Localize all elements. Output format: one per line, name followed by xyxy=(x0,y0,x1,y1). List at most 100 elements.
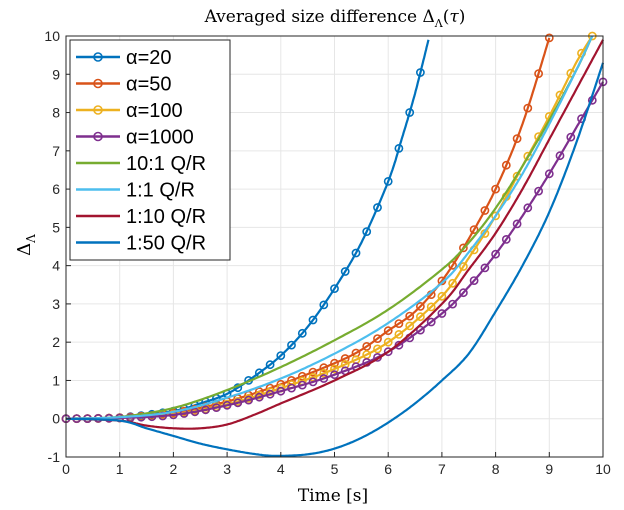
data-point xyxy=(222,400,232,410)
x-tick-label: 5 xyxy=(331,461,339,477)
legend-label: α=50 xyxy=(126,74,172,96)
y-tick-label: -1 xyxy=(48,449,61,465)
legend-label: 1:1 Q/R xyxy=(126,180,195,202)
data-point xyxy=(233,398,243,408)
legend-label: 1:50 Q/R xyxy=(126,233,206,255)
data-point xyxy=(340,354,350,363)
data-point xyxy=(501,234,511,244)
data-point xyxy=(330,358,339,368)
series-line xyxy=(66,35,594,420)
x-tick-label: 10 xyxy=(595,461,611,477)
data-point xyxy=(448,299,457,309)
data-point xyxy=(265,389,275,399)
data-point xyxy=(458,262,468,271)
data-point xyxy=(394,143,404,153)
legend-item: α=50 xyxy=(76,74,172,96)
legend-item: α=20 xyxy=(76,47,172,69)
data-point xyxy=(415,312,425,322)
legend-marker xyxy=(93,131,103,142)
data-point xyxy=(523,103,533,113)
data-point xyxy=(287,340,296,350)
legend-item: 10:1 Q/R xyxy=(76,153,206,175)
series-layer xyxy=(61,31,608,457)
data-point xyxy=(287,383,296,393)
data-point xyxy=(330,370,339,380)
data-point xyxy=(297,328,307,338)
y-tick-label: 6 xyxy=(52,181,60,197)
y-tick-label: 4 xyxy=(52,258,60,274)
data-point xyxy=(480,263,490,273)
data-point xyxy=(448,260,457,270)
data-point xyxy=(405,108,415,117)
data-point xyxy=(362,341,372,351)
data-point xyxy=(448,278,457,288)
data-point xyxy=(319,363,329,373)
data-point xyxy=(480,206,490,215)
data-point xyxy=(330,284,339,293)
data-point xyxy=(340,267,350,276)
legend: α=20 α=50 α=100 α=1000 10:1 Q/R 1:1 Q/R 1:10 Q… xyxy=(69,39,231,261)
data-point xyxy=(351,248,361,258)
data-point xyxy=(297,380,307,390)
data-point xyxy=(383,176,393,186)
y-tick-label: 5 xyxy=(52,219,60,235)
data-point xyxy=(458,243,468,253)
data-point xyxy=(319,300,329,310)
data-point xyxy=(415,325,425,335)
data-point xyxy=(426,302,436,312)
data-point xyxy=(373,344,382,354)
legend-marker xyxy=(93,52,103,62)
data-point xyxy=(405,321,415,331)
y-tick-label: 8 xyxy=(52,105,60,121)
legend-item: 1:10 Q/R xyxy=(76,206,206,228)
data-point xyxy=(308,377,318,387)
data-point xyxy=(512,134,522,143)
data-point xyxy=(340,359,350,369)
x-axis-label: Time [s] xyxy=(298,486,368,506)
data-point xyxy=(566,132,576,142)
series-7 xyxy=(65,39,604,430)
series-5 xyxy=(66,35,594,420)
data-point xyxy=(244,395,253,405)
data-point xyxy=(373,334,382,343)
data-point xyxy=(330,364,339,374)
y-tick-label: 0 xyxy=(52,411,60,427)
data-point xyxy=(373,203,382,212)
series-line xyxy=(66,35,594,420)
legend-label: α=20 xyxy=(126,47,172,69)
data-point xyxy=(211,403,221,412)
data-point xyxy=(362,227,372,236)
series-8 xyxy=(65,62,605,457)
data-point xyxy=(534,186,543,196)
legend-marker xyxy=(93,105,103,115)
x-tick-label: 2 xyxy=(170,461,178,477)
y-axis-label: ΔΛ xyxy=(14,234,38,256)
data-point xyxy=(383,326,393,336)
data-point xyxy=(394,319,404,328)
legend-label: α=1000 xyxy=(126,127,194,149)
legend-box xyxy=(69,39,231,261)
data-point xyxy=(534,69,543,78)
data-point xyxy=(276,351,286,360)
data-point xyxy=(201,405,210,415)
data-point xyxy=(319,368,329,378)
data-point xyxy=(383,347,393,357)
series-line xyxy=(65,39,604,430)
legend-label: α=100 xyxy=(126,100,183,122)
data-point xyxy=(394,329,404,339)
legend-label: 10:1 Q/R xyxy=(126,153,206,175)
data-point xyxy=(254,392,264,402)
data-point xyxy=(458,288,468,298)
y-tick-label: 10 xyxy=(44,28,60,44)
x-tick-label: 3 xyxy=(223,461,231,477)
legend-item: 1:50 Q/R xyxy=(76,233,206,255)
x-tick-label: 8 xyxy=(492,461,500,477)
x-tick-label: 9 xyxy=(545,461,553,477)
y-tick-label: 2 xyxy=(52,334,60,350)
data-point xyxy=(437,291,447,301)
x-tick-label: 6 xyxy=(384,461,392,477)
series-line xyxy=(65,62,605,457)
legend-item: α=100 xyxy=(76,100,183,122)
data-point xyxy=(308,315,318,325)
